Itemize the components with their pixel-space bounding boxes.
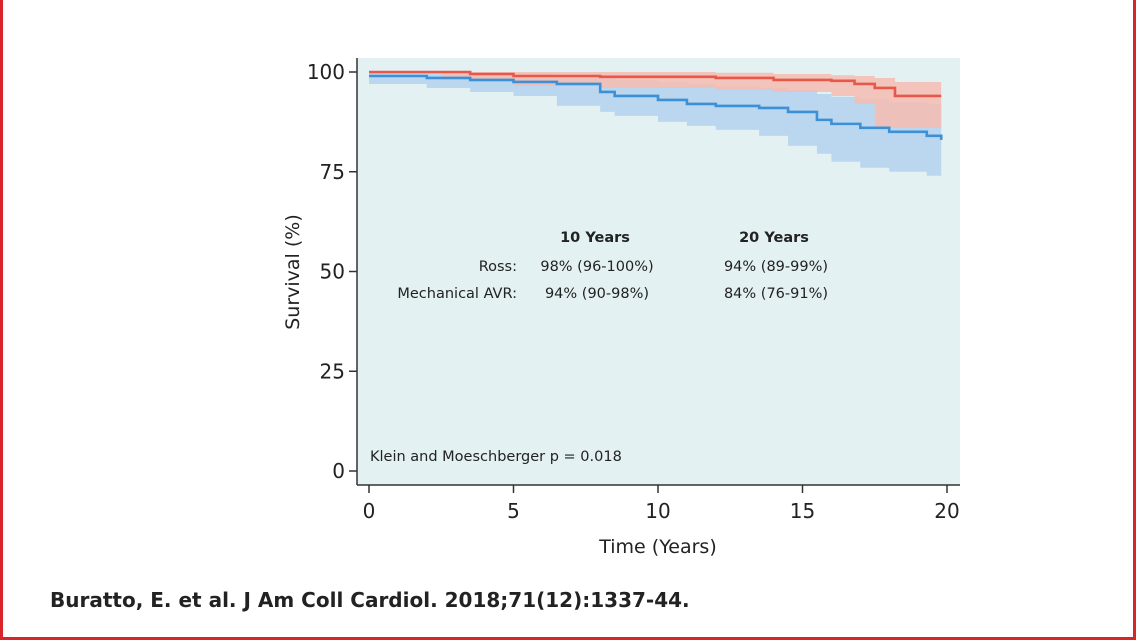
ross-survival-line [369, 70, 942, 98]
y-tick-label: 0 [332, 459, 345, 483]
ross-row-label: Ross: [479, 259, 517, 275]
mechanical-confidence-band [369, 72, 942, 176]
header-20-years: 20 Years [739, 230, 809, 246]
x-tick-label: 0 [363, 499, 376, 523]
x-tick-label: 10 [645, 499, 670, 523]
ross-10-year-value: 98% (96-100%) [540, 259, 653, 275]
x-axis-title: Time (Years) [598, 536, 717, 558]
mechanical-20-year-value: 84% (76-91%) [724, 286, 828, 302]
ross-confidence-band [369, 72, 942, 128]
y-axis-title: Survival (%) [282, 214, 304, 330]
x-tick-label: 15 [790, 499, 815, 523]
survival-table: 10 Years 20 Years Ross: 98% (96-100%) 94… [397, 230, 828, 302]
mechanical-survival-line [369, 74, 943, 140]
x-tick-label: 5 [507, 499, 520, 523]
y-tick-label: 50 [320, 260, 345, 284]
mechanical-10-year-value: 94% (90-98%) [545, 286, 649, 302]
citation: Buratto, E. et al. J Am Coll Cardiol. 20… [50, 588, 690, 612]
header-10-years: 10 Years [560, 230, 630, 246]
y-tick-label: 100 [307, 60, 345, 84]
mechanical-row-label: Mechanical AVR: [397, 286, 517, 302]
x-tick-label: 20 [934, 499, 959, 523]
y-tick-label: 75 [320, 160, 345, 184]
p-value-note: Klein and Moeschberger p = 0.018 [370, 449, 622, 465]
ross-20-year-value: 94% (89-99%) [724, 259, 828, 275]
y-tick-label: 25 [320, 359, 345, 383]
